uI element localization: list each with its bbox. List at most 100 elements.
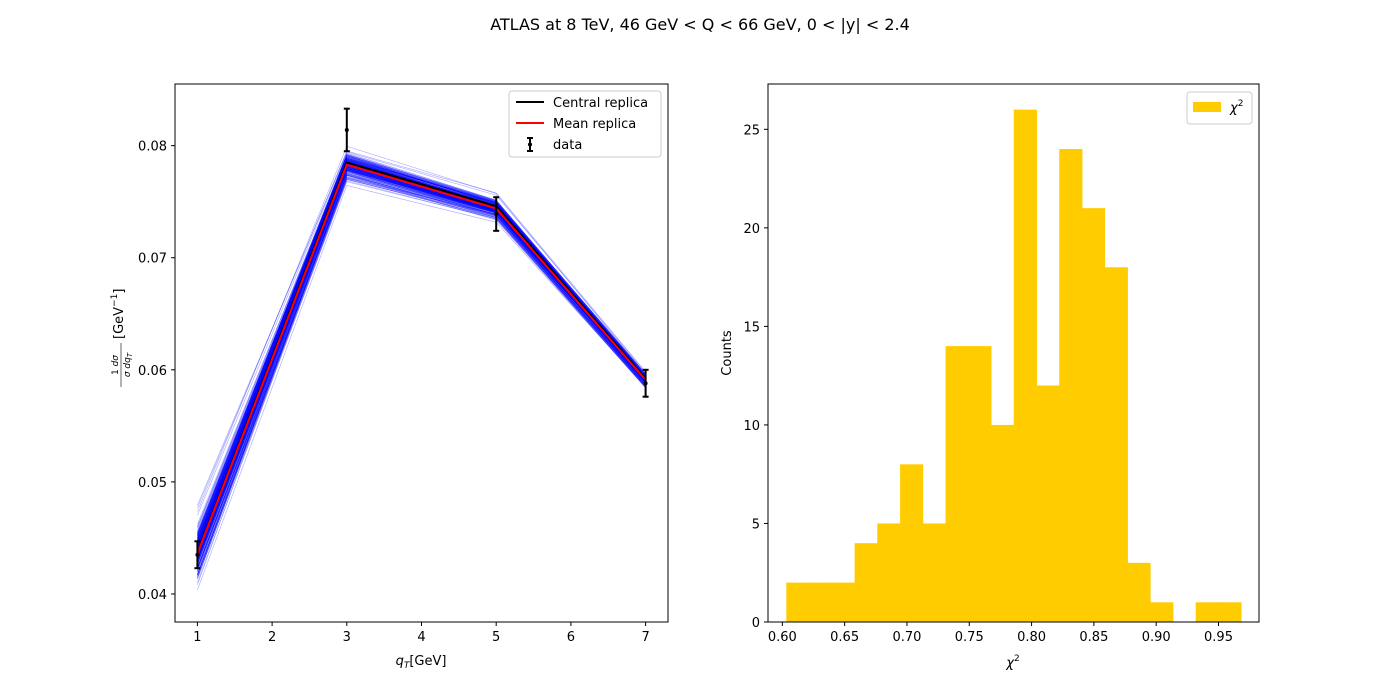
replica-line	[197, 151, 646, 506]
replica-line	[197, 156, 646, 536]
replica-line	[197, 161, 646, 545]
right-y-axis-label: Counts	[720, 330, 735, 376]
svg-text:σ dqT: σ dqT	[123, 352, 134, 377]
y-tick-label: 0.04	[138, 588, 167, 603]
right-x-axis: 0.60 0.65 0.70 0.75 0.80 0.85 0.90 0.95	[768, 622, 1233, 645]
replica-line	[197, 168, 646, 561]
replica-line	[197, 177, 646, 569]
replica-line	[197, 163, 646, 551]
replica-line	[197, 177, 646, 571]
replica-line	[197, 163, 646, 548]
replica-line	[197, 168, 646, 561]
replica-line	[197, 155, 646, 532]
replica-line	[197, 162, 646, 549]
replica-line	[197, 161, 646, 545]
x-tick-label: 4	[417, 630, 425, 645]
replica-line	[197, 161, 646, 541]
replica-line	[197, 163, 646, 549]
replica-line	[197, 158, 646, 539]
x-tick-label: 0.95	[1204, 630, 1233, 645]
histogram-bars	[786, 109, 1242, 623]
x-tick-label: 0.90	[1142, 630, 1171, 645]
replica-line	[197, 174, 646, 575]
mean-replica-line	[196, 163, 647, 554]
replica-line	[197, 163, 646, 550]
replica-line	[197, 145, 646, 512]
replica-line	[197, 173, 646, 570]
replica-line	[197, 162, 646, 548]
replica-line	[197, 176, 646, 573]
histogram-bar	[809, 582, 833, 622]
right-x-axis-label: χ2	[1005, 654, 1019, 671]
histogram-bar	[900, 464, 924, 622]
replica-line	[197, 173, 646, 568]
right-y-axis: 0 5 10 15 20 25	[743, 123, 768, 631]
y-tick-label: 0.05	[138, 476, 167, 491]
replica-line	[197, 170, 646, 563]
replica-line	[197, 174, 646, 579]
x-tick-label: 2	[268, 630, 276, 645]
replica-line	[197, 163, 646, 550]
x-tick-label: 1	[193, 630, 201, 645]
replica-line	[197, 168, 646, 561]
replica-line	[197, 155, 646, 537]
data-point	[493, 196, 500, 232]
replica-line	[197, 173, 646, 585]
histogram-bar	[1218, 602, 1242, 622]
x-tick-label: 0.65	[830, 630, 859, 645]
replica-line	[197, 171, 646, 576]
x-tick-label: 0.75	[955, 630, 984, 645]
replica-line	[197, 163, 646, 550]
replica-line	[197, 169, 646, 559]
replica-line	[197, 163, 646, 550]
data-point	[194, 540, 201, 570]
histogram-bar	[786, 582, 810, 622]
replica-line	[197, 162, 646, 548]
replica-line	[197, 159, 646, 536]
replica-line	[197, 162, 646, 548]
x-tick-label: 0.80	[1017, 630, 1046, 645]
replica-line	[197, 168, 646, 562]
left-legend: Central replica Mean replica data	[508, 90, 662, 158]
histogram-bar	[1104, 267, 1128, 622]
svg-text:1 dσ: 1 dσ	[111, 355, 121, 375]
replica-line	[197, 163, 646, 551]
replica-line	[197, 170, 646, 565]
replica-line	[197, 163, 646, 550]
replica-line	[197, 172, 646, 576]
data-points	[194, 107, 649, 570]
replica-line	[197, 156, 646, 539]
replica-line	[197, 168, 646, 560]
replica-line	[197, 171, 646, 565]
replica-line	[197, 176, 646, 572]
replica-line	[197, 172, 646, 568]
replica-line	[197, 161, 646, 545]
replica-line	[197, 161, 646, 547]
histogram-bar	[945, 346, 969, 622]
replica-line	[197, 155, 646, 525]
replica-line	[197, 162, 646, 550]
replica-line	[197, 162, 646, 547]
histogram-bar	[922, 523, 946, 622]
replica-line	[197, 167, 646, 560]
replica-line	[197, 159, 646, 542]
replica-line	[197, 154, 646, 527]
replica-line	[197, 158, 646, 542]
replica-line	[197, 170, 646, 572]
y-tick-label: 0.06	[138, 364, 167, 379]
x-tick-label: 0.85	[1079, 630, 1108, 645]
replica-line	[197, 169, 646, 560]
replica-line	[197, 174, 646, 577]
replica-line	[197, 156, 646, 539]
histogram-bar	[968, 346, 992, 622]
replica-line	[197, 167, 646, 557]
histogram-bar	[991, 424, 1015, 622]
replica-line	[197, 156, 646, 534]
x-tick-label: 6	[567, 630, 575, 645]
replica-line	[197, 159, 646, 544]
replica-line	[197, 168, 646, 562]
x-tick-label: 3	[343, 630, 351, 645]
histogram-bar	[877, 523, 901, 622]
replica-line	[197, 157, 646, 539]
left-chart: 1 2 3 4 5 6 7 0.04 0.05 0.06 0.07 0.08 qT[GeV] 1 d…	[110, 83, 669, 671]
